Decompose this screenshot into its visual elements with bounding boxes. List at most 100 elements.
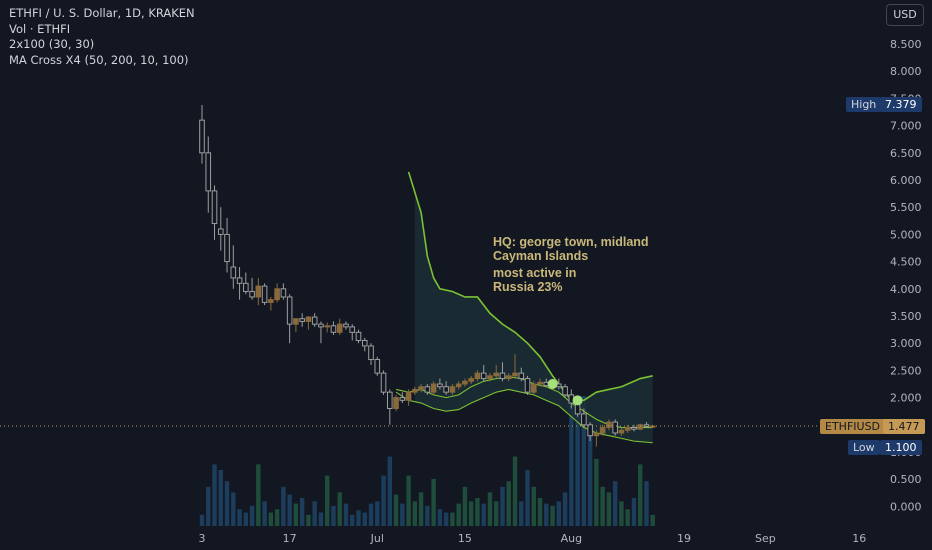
volume-bar bbox=[612, 481, 618, 526]
volume-bar bbox=[650, 514, 655, 526]
volume-bar bbox=[274, 509, 280, 526]
volume-bar bbox=[506, 481, 511, 526]
candle-body bbox=[361, 339, 368, 347]
candle-body bbox=[537, 381, 543, 385]
volume-bar bbox=[337, 492, 342, 526]
candle-body bbox=[355, 331, 362, 341]
candle-body bbox=[599, 427, 606, 434]
volume-bar bbox=[343, 503, 349, 526]
volume-bar bbox=[594, 458, 599, 526]
volume-bar bbox=[494, 501, 499, 526]
candle-body bbox=[230, 266, 237, 279]
high-value: 7.379 bbox=[880, 97, 922, 112]
ma-cloud bbox=[414, 192, 653, 443]
high-label: High bbox=[846, 97, 882, 112]
activity-annotation[interactable]: most active in Russia 23% bbox=[493, 266, 576, 294]
volume-bar bbox=[362, 512, 367, 526]
candle-body bbox=[393, 397, 399, 409]
y-tick-label: 4.000 bbox=[890, 283, 922, 296]
candle-body bbox=[418, 386, 424, 390]
y-tick-label: 0.000 bbox=[890, 500, 922, 513]
volume-bar bbox=[562, 492, 568, 526]
ma-upper-line bbox=[407, 171, 653, 402]
candle-body bbox=[505, 375, 512, 380]
indicator-2x100[interactable]: 2x100 (30, 30) bbox=[9, 37, 95, 51]
volume-bar bbox=[468, 501, 474, 526]
volume-bar bbox=[231, 492, 236, 526]
y-tick-label: 8.500 bbox=[890, 38, 922, 51]
volume-bar bbox=[249, 505, 255, 526]
candle-body bbox=[437, 383, 443, 388]
x-axis: 3 17 Jul 15 Aug 19 Sep 16 bbox=[199, 532, 867, 545]
candle-body bbox=[274, 288, 280, 301]
active-line-1: most active in bbox=[493, 266, 577, 280]
candle-body bbox=[424, 386, 431, 393]
candle-body bbox=[349, 326, 356, 333]
candle-body bbox=[330, 325, 337, 333]
candle-body bbox=[618, 429, 625, 434]
hq-annotation[interactable]: HQ: george town, midland Cayman Islands bbox=[493, 235, 649, 263]
hq-line-2: Cayman Islands bbox=[493, 249, 589, 263]
candle-body bbox=[462, 380, 468, 385]
candle-body bbox=[399, 397, 406, 401]
candle-body bbox=[199, 119, 205, 154]
volume-bar bbox=[381, 475, 386, 526]
volume-bar bbox=[418, 492, 424, 526]
volume-bar bbox=[587, 430, 593, 526]
volume-bar bbox=[550, 505, 555, 526]
candle-body bbox=[299, 318, 305, 322]
volume-bar bbox=[544, 503, 549, 526]
y-tick-label: 0.500 bbox=[890, 473, 922, 486]
x-tick-label: 19 bbox=[677, 532, 691, 545]
y-tick-label: 2.000 bbox=[890, 392, 922, 405]
volume-bar bbox=[224, 481, 230, 526]
volume-bar bbox=[237, 509, 242, 526]
candle-body bbox=[268, 299, 274, 303]
low-value: 1.100 bbox=[880, 440, 922, 455]
volume-bar bbox=[393, 494, 399, 526]
candle-body bbox=[311, 316, 318, 325]
volume-bar bbox=[600, 486, 605, 526]
candle-body bbox=[474, 372, 481, 380]
currency-button[interactable]: USD bbox=[886, 4, 924, 26]
candle-body bbox=[412, 388, 418, 393]
volume-bar bbox=[456, 503, 461, 526]
candle-body bbox=[236, 277, 243, 284]
volume-bar bbox=[606, 492, 612, 526]
indicator-ma-cross[interactable]: MA Cross X4 (50, 200, 10, 100) bbox=[9, 52, 189, 67]
volume-bar bbox=[631, 498, 637, 526]
volume-bar bbox=[443, 512, 449, 526]
candle-body bbox=[405, 391, 412, 401]
volume-bar bbox=[525, 470, 530, 526]
y-tick-label: 6.500 bbox=[890, 147, 922, 160]
candle-body bbox=[380, 372, 387, 393]
volume-bar bbox=[575, 402, 580, 526]
candle-body bbox=[530, 383, 537, 393]
candle-body bbox=[336, 323, 343, 333]
chart-legend: ETHFI / U. S. Dollar, 1D, KRAKEN Vol · E… bbox=[9, 6, 195, 68]
cross-markers bbox=[547, 379, 583, 406]
candle-body bbox=[387, 391, 393, 409]
candle-body bbox=[587, 424, 593, 437]
candle-body bbox=[243, 282, 249, 293]
candle-body bbox=[374, 359, 381, 374]
volume-bar bbox=[425, 505, 430, 526]
indicator-volume[interactable]: Vol · ETHFI bbox=[9, 21, 71, 36]
volume-bar bbox=[368, 503, 374, 526]
y-tick-label: 5.500 bbox=[890, 201, 922, 214]
volume-bar bbox=[325, 475, 330, 526]
volume-bar bbox=[625, 509, 630, 526]
volume-bar bbox=[387, 456, 392, 526]
volume-bar bbox=[519, 501, 524, 526]
volume-bar bbox=[569, 396, 574, 526]
candle-body bbox=[562, 386, 568, 396]
volume-bar bbox=[400, 503, 405, 526]
candle-body bbox=[593, 432, 600, 437]
volume-bar bbox=[318, 512, 324, 526]
x-tick-label: 15 bbox=[458, 532, 472, 545]
candle-body bbox=[493, 372, 500, 377]
volume-bar bbox=[212, 464, 217, 526]
candle-body bbox=[430, 383, 437, 393]
candle-body bbox=[318, 323, 324, 328]
